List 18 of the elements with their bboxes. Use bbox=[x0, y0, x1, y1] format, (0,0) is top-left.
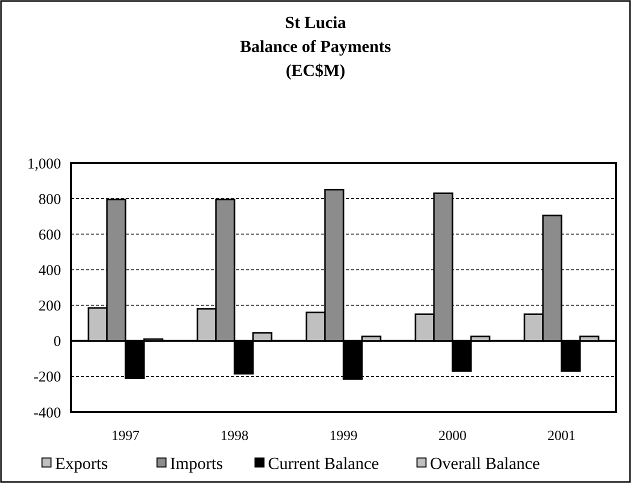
y-tick-label: 0 bbox=[54, 334, 61, 350]
x-tick-label: 2001 bbox=[548, 429, 576, 444]
y-tick-label: 1,000 bbox=[27, 156, 61, 172]
x-tick-label: 2000 bbox=[438, 429, 466, 444]
chart-title: St Lucia Balance of Payments (EC$M) bbox=[240, 13, 392, 80]
x-tick-label: 1999 bbox=[330, 429, 358, 444]
legend-label: Imports bbox=[170, 454, 223, 473]
legend-label: Overall Balance bbox=[430, 454, 540, 473]
x-tick-label: 1997 bbox=[112, 429, 140, 444]
y-tick-label: -200 bbox=[34, 370, 61, 386]
y-tick-label: -400 bbox=[34, 405, 61, 422]
x-tick-label: 1998 bbox=[220, 429, 248, 444]
y-tick-label: 800 bbox=[38, 192, 61, 208]
y-tick-label: 600 bbox=[38, 227, 61, 244]
legend-label: Exports bbox=[55, 454, 108, 473]
y-tick-label: 400 bbox=[38, 262, 61, 279]
legend-label: Current Balance bbox=[268, 454, 379, 473]
y-tick-label: 200 bbox=[38, 298, 61, 315]
